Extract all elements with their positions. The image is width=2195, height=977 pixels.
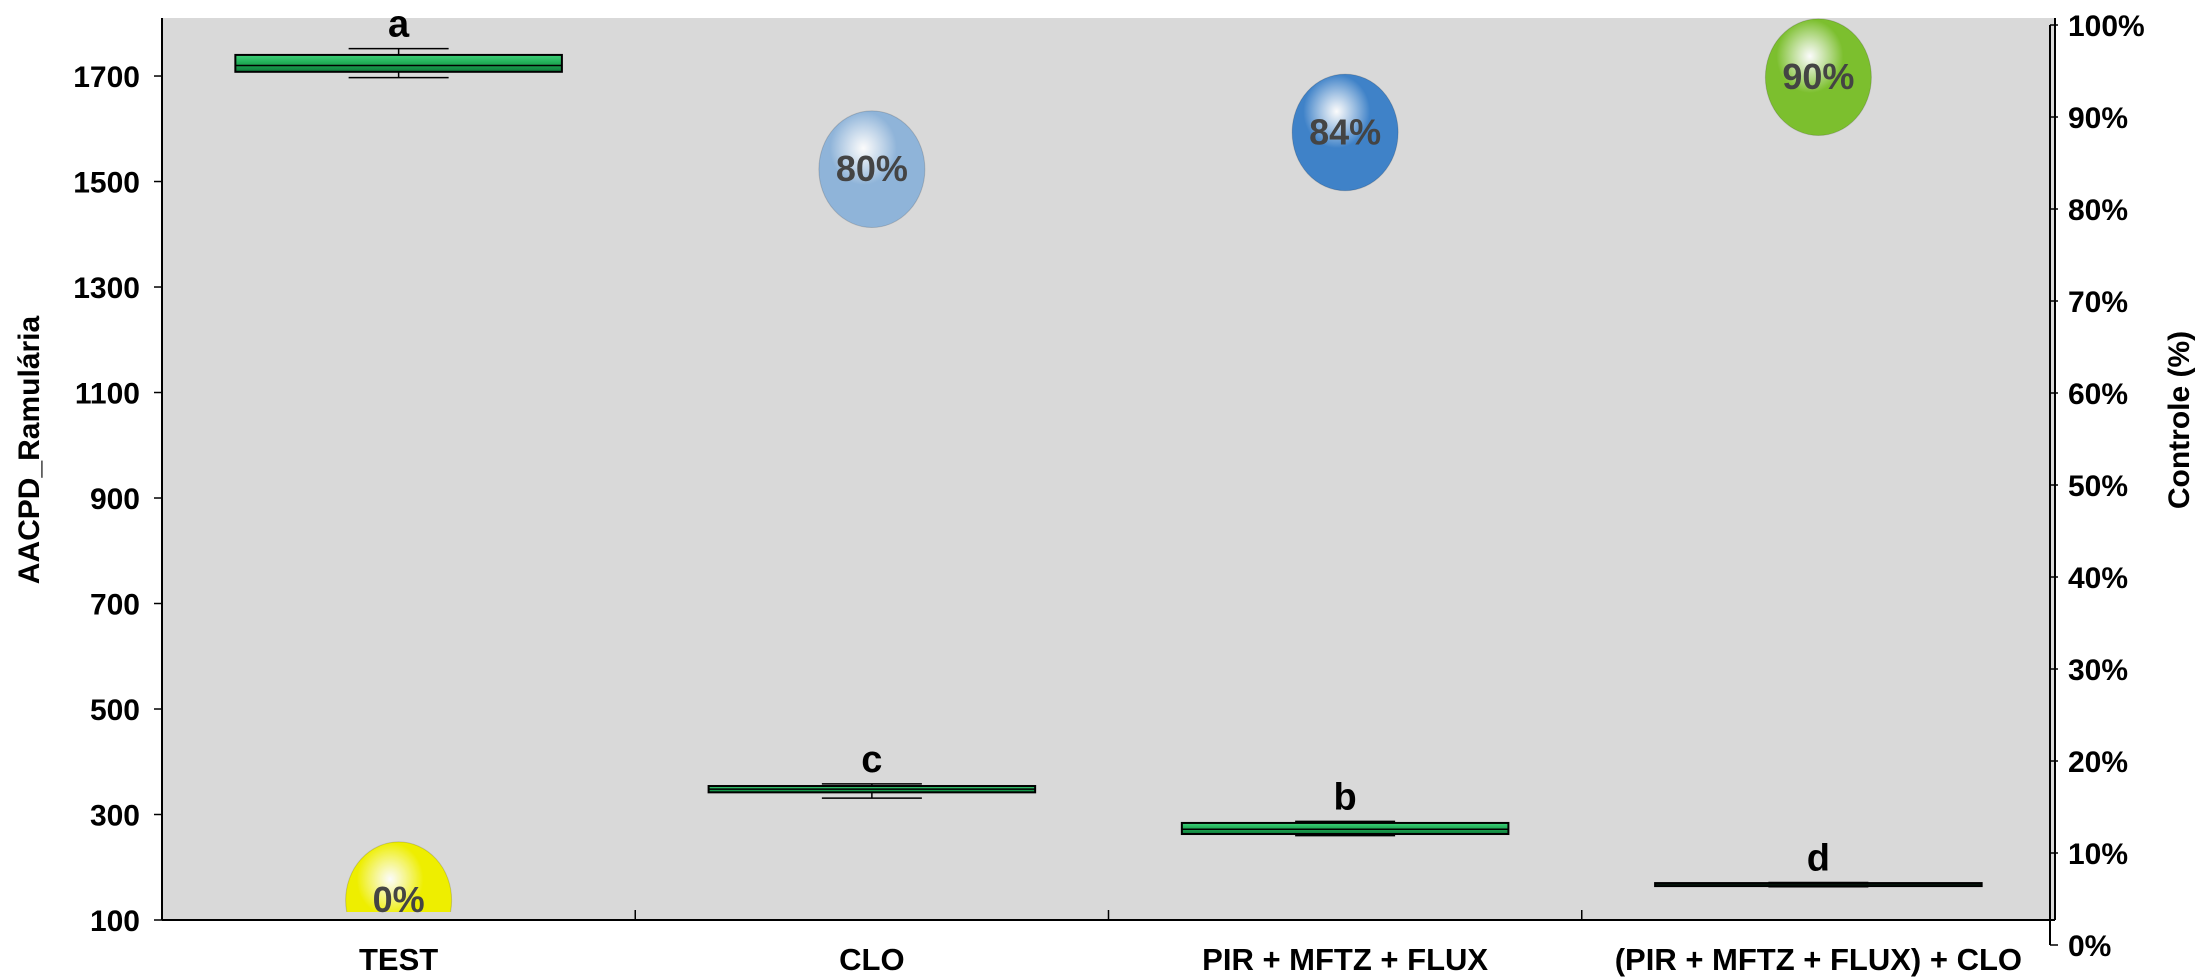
y-tick-label: 100 — [90, 905, 140, 938]
y2-tick-label: 10% — [2068, 838, 2128, 871]
y-tick-label: 500 — [90, 694, 140, 727]
y2-tick-label: 60% — [2068, 378, 2128, 411]
y-tick-label: 1100 — [75, 378, 140, 411]
y2-tick-label: 100% — [2068, 10, 2145, 43]
y2-tick-label: 40% — [2068, 562, 2128, 595]
category-label: PIR + MFTZ + FLUX — [1202, 942, 1488, 977]
axes — [154, 18, 2058, 946]
box-4 — [1654, 881, 1983, 888]
y2-tick-label: 50% — [2068, 470, 2128, 503]
boxes — [234, 47, 1983, 888]
sphere — [1764, 18, 1872, 136]
y2-tick-label: 0% — [2068, 930, 2111, 963]
control-sphere-2 — [818, 110, 926, 228]
control-sphere-4 — [1764, 18, 1872, 136]
category-separators — [634, 910, 1583, 920]
sphere — [1291, 73, 1399, 192]
control-spheres: 0% 80% 84% 90% — [345, 18, 1872, 920]
category-labels: TEST CLO PIR + MFTZ + FLUX (PIR + MFTZ + FL… — [359, 942, 2022, 977]
y-tick-label: 1700 — [73, 61, 140, 94]
box-iqr — [234, 53, 563, 73]
box-iqr — [1180, 821, 1510, 836]
y2-tick-label: 90% — [2068, 102, 2128, 135]
significance-letter: b — [1334, 776, 1357, 818]
box-2 — [707, 783, 1037, 799]
box-1 — [234, 47, 563, 79]
y-tick-label: 300 — [90, 800, 140, 833]
y2-tick-label: 70% — [2068, 286, 2128, 319]
significance-letter: c — [861, 739, 882, 781]
control-sphere-1 — [345, 841, 453, 912]
plot-area — [162, 18, 2055, 920]
y-tick-label: 1500 — [73, 167, 140, 200]
sphere — [345, 841, 453, 912]
control-percent-label: 80% — [836, 148, 908, 189]
category-label: CLO — [839, 942, 904, 977]
y-tick-label: 1300 — [73, 272, 140, 305]
y2-tick-label: 80% — [2068, 194, 2128, 227]
category-label: (PIR + MFTZ + FLUX) + CLO — [1615, 942, 2022, 977]
control-percent-label: 90% — [1782, 56, 1854, 97]
y-tick-label: 700 — [90, 589, 140, 622]
y2-tick-label: 20% — [2068, 746, 2128, 779]
control-sphere-3 — [1291, 73, 1399, 192]
y-tick-label: 900 — [90, 483, 140, 516]
control-percent-label: 84% — [1309, 111, 1381, 152]
tick-labels: a c b d 100 300 500 700 900 1100 1300 1500 1700 0% 10%… — [73, 4, 2144, 963]
y2-tick-label: 30% — [2068, 654, 2128, 687]
significance-letter: d — [1807, 838, 1830, 880]
box-3 — [1180, 820, 1510, 837]
sphere — [818, 110, 926, 228]
control-percent-label: 0% — [373, 879, 425, 920]
significance-letter: a — [388, 4, 410, 46]
category-label: TEST — [359, 942, 438, 977]
